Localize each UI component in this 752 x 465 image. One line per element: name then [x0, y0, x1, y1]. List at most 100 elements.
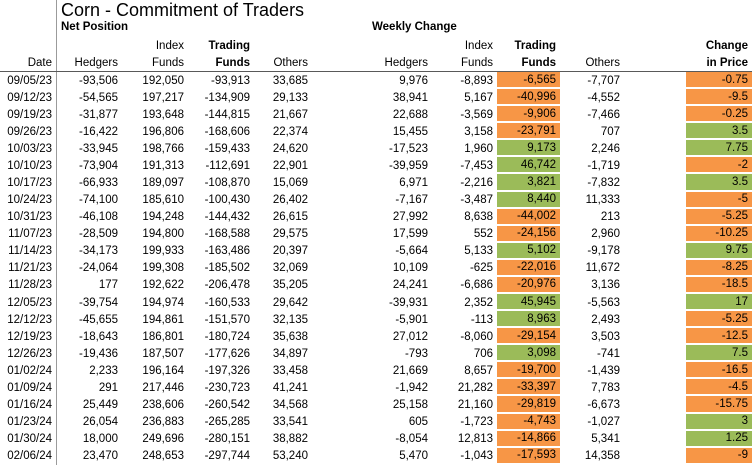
cell-np-others[interactable]: 29,642 — [272, 296, 308, 309]
cell-change-in-price[interactable]: 1.25 — [686, 430, 752, 448]
cell-wc-hedgers[interactable]: 6,971 — [399, 177, 428, 189]
cell-np-hedgers[interactable]: 23,470 — [82, 450, 118, 463]
cell-wc-trading-funds[interactable]: -17,593 — [497, 447, 560, 465]
cell-wc-index-funds[interactable]: -3,487 — [460, 194, 493, 207]
cell-np-hedgers[interactable]: 18,000 — [82, 433, 118, 446]
cell-date[interactable]: 10/10/23 — [7, 159, 52, 172]
cell-change-in-price[interactable]: 3.5 — [686, 174, 752, 192]
cell-np-hedgers[interactable]: -46,108 — [78, 211, 118, 224]
cell-change-in-price[interactable]: 9.75 — [686, 242, 752, 260]
cell-date[interactable]: 12/19/23 — [7, 330, 52, 343]
cell-np-index-funds[interactable]: 187,507 — [142, 347, 184, 360]
cell-wc-others[interactable]: 3,503 — [591, 330, 620, 343]
cell-np-others[interactable]: 29,133 — [272, 91, 308, 104]
cell-np-hedgers[interactable]: -16,422 — [78, 125, 118, 138]
cell-np-trading-funds[interactable]: -93,913 — [210, 74, 250, 87]
cell-wc-index-funds[interactable]: 21,160 — [457, 399, 493, 412]
cell-wc-hedgers[interactable]: -793 — [404, 347, 428, 360]
cell-change-in-price[interactable]: -18.5 — [686, 276, 752, 295]
cell-np-index-funds[interactable]: 248,653 — [142, 450, 184, 463]
cell-wc-hedgers[interactable]: -39,931 — [388, 296, 428, 309]
cell-np-hedgers[interactable]: 25,449 — [82, 399, 118, 412]
cell-wc-trading-funds[interactable]: 9,173 — [497, 140, 560, 158]
cell-np-trading-funds[interactable]: -185,502 — [204, 262, 250, 275]
cell-change-in-price[interactable]: -9 — [686, 447, 752, 465]
cell-wc-index-funds[interactable]: 8,657 — [464, 364, 493, 377]
cell-wc-trading-funds[interactable]: 8,440 — [497, 191, 560, 209]
cell-wc-index-funds[interactable]: 552 — [473, 228, 493, 241]
cell-change-in-price[interactable]: -9.5 — [686, 89, 752, 107]
cell-np-index-funds[interactable]: 192,622 — [142, 279, 184, 292]
cell-wc-trading-funds[interactable]: -24,156 — [497, 225, 560, 243]
cell-np-trading-funds[interactable]: -265,285 — [204, 416, 250, 429]
cell-change-in-price[interactable]: -5 — [686, 191, 752, 209]
cell-np-others[interactable]: 22,901 — [272, 159, 308, 172]
cell-date[interactable]: 10/03/23 — [7, 142, 52, 155]
cell-np-index-funds[interactable]: 192,050 — [142, 74, 184, 87]
cell-np-hedgers[interactable]: -34,173 — [78, 245, 118, 258]
cell-wc-index-funds[interactable]: 12,813 — [457, 433, 493, 446]
cell-np-others[interactable]: 33,458 — [272, 364, 308, 377]
cell-np-trading-funds[interactable]: -163,486 — [204, 245, 250, 258]
cell-np-hedgers[interactable]: -93,506 — [78, 74, 118, 87]
cell-wc-index-funds[interactable]: 8,638 — [464, 211, 493, 224]
cell-change-in-price[interactable]: -5.25 — [686, 311, 752, 329]
cell-np-hedgers[interactable]: -54,565 — [78, 91, 118, 104]
cell-np-others[interactable]: 33,541 — [272, 416, 308, 429]
cell-wc-trading-funds[interactable]: -19,700 — [497, 362, 560, 380]
cell-np-index-funds[interactable]: 186,801 — [142, 330, 184, 343]
cell-wc-hedgers[interactable]: 24,241 — [392, 279, 428, 292]
cell-wc-hedgers[interactable]: 27,992 — [392, 211, 428, 224]
cell-wc-hedgers[interactable]: -5,901 — [395, 313, 428, 326]
cell-np-trading-funds[interactable]: -197,326 — [204, 364, 250, 377]
cell-wc-others[interactable]: -741 — [596, 347, 620, 360]
cell-wc-index-funds[interactable]: -3,569 — [460, 108, 493, 121]
cell-wc-trading-funds[interactable]: -29,819 — [497, 396, 560, 414]
cell-wc-others[interactable]: 2,493 — [591, 313, 620, 326]
cell-np-trading-funds[interactable]: -280,151 — [204, 433, 250, 446]
cell-wc-others[interactable]: 3,136 — [591, 279, 620, 292]
cell-np-trading-funds[interactable]: -160,533 — [204, 296, 250, 309]
cell-wc-index-funds[interactable]: -6,686 — [460, 279, 493, 292]
cell-wc-trading-funds[interactable]: 45,945 — [497, 294, 560, 312]
cell-date[interactable]: 11/28/23 — [8, 279, 52, 292]
cell-np-hedgers[interactable]: -33,945 — [78, 142, 118, 155]
cell-wc-hedgers[interactable]: 21,669 — [392, 364, 428, 377]
cell-wc-trading-funds[interactable]: -4,743 — [497, 413, 560, 431]
cell-wc-others[interactable]: -1,439 — [587, 364, 620, 377]
cell-np-hedgers[interactable]: 177 — [98, 279, 118, 292]
cell-wc-others[interactable]: -1,027 — [587, 416, 620, 429]
cell-date[interactable]: 09/26/23 — [7, 125, 52, 138]
cell-np-others[interactable]: 24,620 — [272, 142, 308, 155]
cell-wc-index-funds[interactable]: 2,352 — [464, 296, 493, 309]
cell-np-index-funds[interactable]: 194,248 — [142, 211, 184, 224]
cell-np-index-funds[interactable]: 198,766 — [142, 142, 184, 155]
cell-np-hedgers[interactable]: -45,655 — [78, 313, 118, 326]
cell-np-index-funds[interactable]: 196,164 — [142, 364, 184, 377]
cell-wc-others[interactable]: -1,719 — [587, 159, 620, 172]
cell-wc-index-funds[interactable]: -8,060 — [460, 330, 493, 343]
cell-np-index-funds[interactable]: 238,606 — [142, 399, 184, 412]
cell-wc-trading-funds[interactable]: -40,996 — [497, 89, 560, 107]
cell-wc-hedgers[interactable]: 15,455 — [392, 125, 428, 138]
cell-wc-hedgers[interactable]: 22,688 — [392, 108, 428, 121]
cell-wc-hedgers[interactable]: -7,167 — [395, 194, 428, 207]
cell-date[interactable]: 11/07/23 — [8, 228, 52, 241]
cell-np-index-funds[interactable]: 194,800 — [142, 228, 184, 241]
cell-date[interactable]: 11/14/23 — [8, 245, 52, 258]
cell-np-trading-funds[interactable]: -168,588 — [204, 228, 250, 241]
cell-change-in-price[interactable]: -0.75 — [686, 72, 752, 90]
cell-date[interactable]: 01/02/24 — [7, 364, 52, 377]
cell-wc-index-funds[interactable]: 5,167 — [464, 91, 493, 104]
cell-date[interactable]: 09/19/23 — [7, 108, 52, 121]
cell-wc-trading-funds[interactable]: 46,742 — [497, 157, 560, 175]
cell-np-index-funds[interactable]: 191,313 — [142, 159, 184, 172]
cell-wc-hedgers[interactable]: 10,109 — [392, 262, 428, 275]
cell-np-others[interactable]: 15,069 — [272, 177, 308, 189]
cell-wc-others[interactable]: -7,832 — [587, 177, 620, 189]
cell-np-index-funds[interactable]: 193,648 — [142, 108, 184, 121]
cell-wc-hedgers[interactable]: -17,523 — [388, 142, 428, 155]
cell-date[interactable]: 01/23/24 — [7, 416, 52, 429]
cell-wc-others[interactable]: -6,673 — [587, 399, 620, 412]
cell-change-in-price[interactable]: -10.25 — [686, 225, 752, 243]
